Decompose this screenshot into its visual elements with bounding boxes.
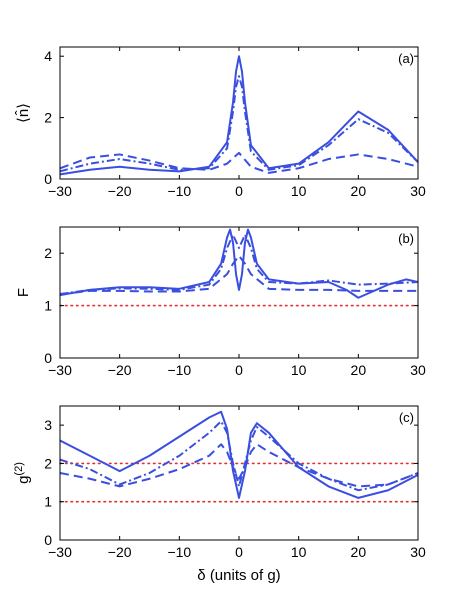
x-axis-label: δ (units of g) (197, 567, 280, 584)
x-tick-label: 30 (410, 362, 426, 378)
series-line-solid (60, 55, 418, 176)
x-tick-label: 30 (410, 544, 426, 560)
x-tick-label: −10 (167, 183, 191, 199)
y-tick-label: 2 (44, 110, 52, 126)
x-tick-label: −10 (167, 544, 191, 560)
x-tick-label: −30 (48, 183, 72, 199)
x-tick-label: 30 (410, 183, 426, 199)
series-line-dashdot (60, 233, 418, 296)
x-tick-label: 20 (351, 183, 367, 199)
x-tick-label: −30 (48, 544, 72, 560)
x-tick-label: 0 (235, 362, 243, 378)
panel-1: −30 −20 −10 0 10 20 30 0 2 4 (a) ⟨n̂⟩ (15, 46, 426, 199)
series-line-dashed (60, 254, 418, 296)
x-tick-label: 20 (351, 544, 367, 560)
series-line-solid (60, 228, 418, 299)
x-tick-label: 10 (291, 183, 307, 199)
x-tick-label: −30 (48, 362, 72, 378)
series-line-dashed (60, 443, 418, 488)
x-tick-label: 0 (235, 183, 243, 199)
series-line-solid (60, 410, 418, 499)
panel-label: (c) (399, 410, 414, 425)
y-tick-label: 1 (44, 494, 52, 510)
y-tick-label: 0 (44, 171, 52, 187)
y-tick-label: 3 (44, 417, 52, 433)
x-tick-label: −20 (108, 544, 132, 560)
y-tick-label: 0 (44, 350, 52, 366)
y-tick-label: 0 (44, 532, 52, 548)
x-tick-label: 0 (235, 544, 243, 560)
y-axis-label: g(2) (13, 462, 32, 484)
panel-label: (b) (398, 231, 414, 246)
x-tick-label: −20 (108, 362, 132, 378)
y-tick-label: 1 (44, 298, 52, 314)
x-tick-label: 10 (291, 544, 307, 560)
y-axis-label: F (15, 288, 32, 297)
series-line-dashdot (60, 75, 418, 173)
y-tick-label: 2 (44, 245, 52, 261)
series-line-dashdot (60, 420, 418, 492)
y-axis-label: ⟨n̂⟩ (15, 103, 32, 123)
x-tick-label: 20 (351, 362, 367, 378)
panel-2: −30 −20 −10 0 10 20 30 0 1 2 (b) F (15, 226, 426, 378)
panel-label: (a) (398, 51, 414, 66)
x-tick-label: −10 (167, 362, 191, 378)
axes-frame (59, 405, 419, 541)
series-line-dashed (60, 151, 418, 174)
y-tick-label: 2 (44, 455, 52, 471)
panel-3: −30 −20 −10 0 10 20 30 0 1 2 3 (c) g(2) δ (units of g… (13, 405, 426, 584)
x-tick-label: 10 (291, 362, 307, 378)
x-tick-label: −20 (108, 183, 132, 199)
y-tick-label: 4 (44, 48, 52, 64)
